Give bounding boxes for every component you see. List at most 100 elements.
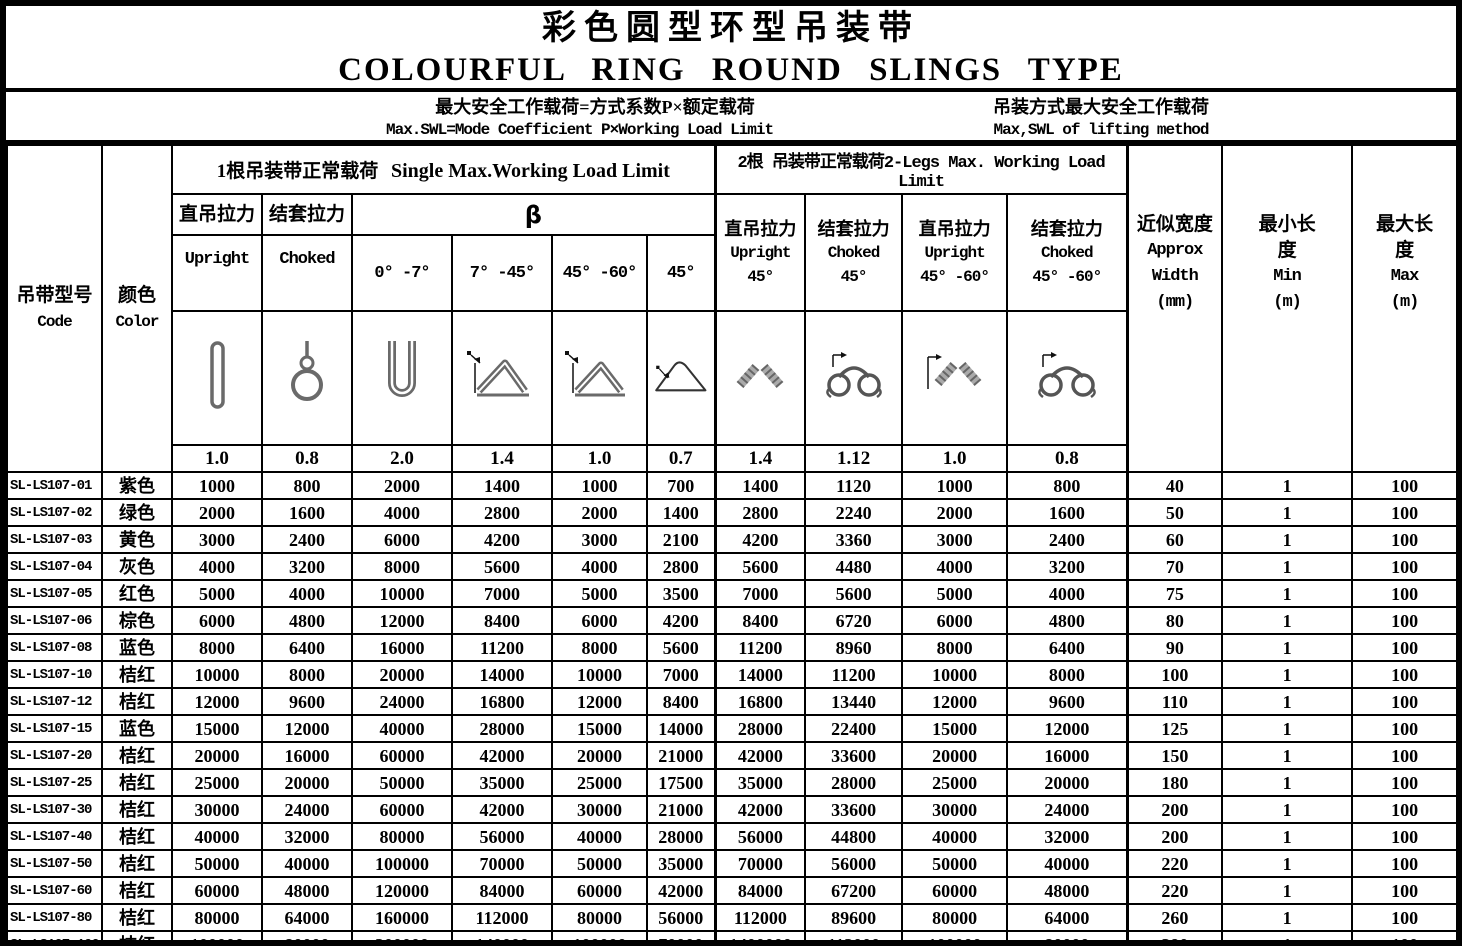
value-cell: 10000: [901, 660, 1009, 689]
table-row: SL-LS107-01 紫色 1000 800 2000 1400 1000 700 1400 1…: [6, 471, 1456, 500]
value-cell: 21000: [645, 795, 717, 824]
value-cell: 8000: [261, 660, 353, 689]
table-row: SL-LS107-60 桔红 60000 48000 120000 84000 60000 4…: [6, 876, 1456, 905]
value-cell: 1: [1221, 714, 1354, 743]
code-cell: SL-LS107-10: [6, 660, 103, 689]
value-cell: 50000: [171, 849, 263, 878]
value-cell: 1: [1221, 471, 1354, 500]
value-cell: 1: [1221, 498, 1354, 527]
color-cell: 蓝色: [101, 633, 173, 662]
value-cell: 60000: [351, 741, 453, 770]
value-cell: 100: [1351, 822, 1456, 851]
value-cell: 80000: [261, 930, 353, 940]
value-cell: 14000: [713, 660, 807, 689]
value-cell: 100: [1351, 525, 1456, 554]
value-cell: 90: [1125, 633, 1224, 662]
value-cell: 50000: [351, 768, 453, 797]
value-cell: 1: [1221, 876, 1354, 905]
value-cell: 10000: [551, 660, 648, 689]
value-cell: 1: [1221, 687, 1354, 716]
value-cell: 42000: [451, 795, 553, 824]
value-cell: 35000: [713, 768, 807, 797]
value-cell: 100: [1351, 660, 1456, 689]
value-cell: 3000: [171, 525, 263, 554]
table-row: SL-LS107-50 桔红 50000 40000 100000 70000 50000 3…: [6, 849, 1456, 878]
spec-table: 吊带型号 Code 颜色 Color 1根吊装带正常载荷 Single Max.…: [6, 144, 1456, 940]
coefficient-cell: 1.0: [901, 444, 1009, 473]
width-header-en2: Width: [1151, 266, 1199, 286]
value-cell: 100: [1351, 606, 1456, 635]
max-header-unit: (m): [1390, 292, 1420, 312]
icon-cell: [171, 310, 263, 446]
value-cell: 4200: [645, 606, 717, 635]
value-cell: 40: [1125, 471, 1224, 500]
color-cell: 黄色: [101, 525, 173, 554]
value-cell: 64000: [1006, 903, 1129, 932]
width-header-zh: 近似宽度: [1136, 213, 1213, 235]
value-cell: 100: [1351, 795, 1456, 824]
coefficient-cell: 1.4: [713, 444, 807, 473]
value-cell: 3200: [261, 552, 353, 581]
value-cell: 100: [1351, 714, 1456, 743]
value-cell: 220: [1125, 849, 1224, 878]
value-cell: 1: [1221, 930, 1354, 940]
value-cell: 1000: [171, 471, 263, 500]
code-cell: SL-LS107-12: [6, 687, 103, 716]
code-cell: SL-LS107-06: [6, 606, 103, 635]
value-cell: 8000: [551, 633, 648, 662]
two-leg-sling-icon: [736, 364, 784, 388]
code-cell: SL-LS107-30: [6, 795, 103, 824]
value-cell: 30000: [551, 795, 648, 824]
value-cell: 290: [1125, 930, 1224, 940]
value-cell: 1: [1221, 795, 1354, 824]
value-cell: 25000: [901, 768, 1009, 797]
subheader-angle-0-7: 0° -7°: [351, 234, 453, 312]
value-cell: 16000: [351, 633, 453, 662]
color-cell: 桔红: [101, 822, 173, 851]
min-header-en: Min: [1273, 266, 1302, 286]
value-cell: 2100: [645, 525, 717, 554]
code-cell: SL-LS107-02: [6, 498, 103, 527]
column-header-width: 近似宽度 Approx Width (mm): [1125, 144, 1224, 473]
value-cell: 12000: [1006, 714, 1129, 743]
value-cell: 35000: [645, 849, 717, 878]
value-cell: 5600: [451, 552, 553, 581]
value-cell: 40000: [351, 714, 453, 743]
value-cell: 80000: [1006, 930, 1129, 940]
value-cell: 60000: [551, 876, 648, 905]
value-cell: 8400: [713, 606, 807, 635]
value-cell: 4000: [901, 552, 1009, 581]
subheader-angle-45: 45°: [645, 234, 717, 312]
group-header-two-leg: 2根 吊装带正常载荷2-Legs Max. Working Load Limit: [713, 144, 1129, 195]
basket-over-load-icon: [655, 361, 707, 392]
two-leg-choked-icon: [825, 352, 882, 399]
two-leg-choked-angle-icon: [1037, 352, 1096, 399]
two-leg-sling-angle-icon: [926, 354, 981, 389]
value-cell: 42000: [713, 795, 807, 824]
table-row: SL-LS107-40 桔红 40000 32000 80000 56000 40000 28…: [6, 822, 1456, 851]
coefficient-cell: 1.0: [551, 444, 648, 473]
angled-basket-icon: [467, 351, 529, 397]
value-cell: 80000: [171, 903, 263, 932]
color-cell: 桔红: [101, 741, 173, 770]
value-cell: 80000: [901, 903, 1009, 932]
value-cell: 150: [1125, 741, 1224, 770]
code-cell: SL-LS107-04: [6, 552, 103, 581]
icon-cell: [351, 310, 453, 446]
value-cell: 180: [1125, 768, 1224, 797]
value-cell: 11200: [804, 660, 904, 689]
value-cell: 6400: [1006, 633, 1129, 662]
coefficient-cell: 0.8: [1006, 444, 1129, 473]
group1-zh: 1根吊装带正常载荷: [216, 161, 379, 182]
min-header-unit: (m): [1273, 292, 1302, 312]
value-cell: 3360: [804, 525, 904, 554]
subheader-leg-upright-45: 直吊拉力 Upright 45°: [713, 193, 807, 312]
value-cell: 8000: [1006, 660, 1129, 689]
value-cell: 50000: [901, 849, 1009, 878]
code-header-zh: 吊带型号: [16, 284, 93, 306]
value-cell: 1600: [261, 498, 353, 527]
value-cell: 60000: [351, 795, 453, 824]
value-cell: 80: [1125, 606, 1224, 635]
subheader-leg-upright-45-60: 直吊拉力 Upright 45° -60°: [901, 193, 1009, 312]
value-cell: 60: [1125, 525, 1224, 554]
